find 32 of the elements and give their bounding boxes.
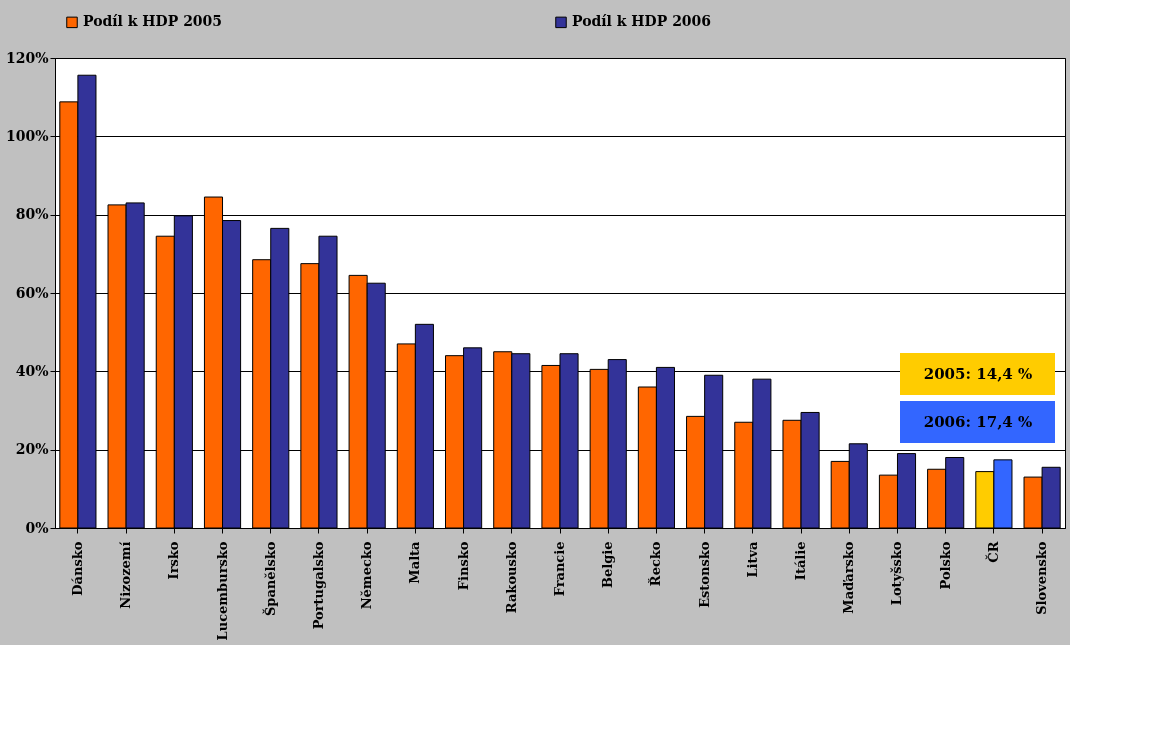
x-tick-label: Lotyšsko [889,541,905,606]
x-tick-label: Německo [359,541,375,610]
x-tick-label: Malta [407,540,423,584]
x-tick-label: Itálie [793,541,809,581]
y-tick-label: 100% [5,127,49,144]
y-tick-label: 60% [15,284,49,301]
annotation: 2005: 14,4 % [923,365,1033,383]
x-tick-label: Rakousko [503,541,519,614]
x-tick-label: Litva [744,540,760,578]
legend-label: Podíl k HDP 2006 [572,13,712,30]
y-tick-label: 20% [15,441,49,458]
x-tick-label: Nizozemí [118,541,134,609]
x-tick-label: Řecko [648,541,664,587]
x-tick-label: Maďarsko [841,541,857,614]
x-tick-label: ČR [984,541,1001,563]
x-tick-label: Belgie [600,541,616,588]
x-tick-label: Portugalsko [310,541,326,630]
x-tick-label: Lucembursko [214,541,230,641]
y-tick-label: 0% [25,519,49,536]
x-tick-label: Polsko [937,541,953,590]
x-tick-label: Španělsko [261,541,278,617]
annotation: 2006: 17,4 % [923,413,1033,431]
x-tick-label: Dánsko [69,541,85,596]
y-tick-label: 80% [15,206,49,223]
x-tick-label: Estonsko [696,541,712,608]
x-tick-label: Francie [552,541,567,597]
x-tick-label: Finsko [455,541,471,591]
x-tick-label: Slovensko [1034,541,1050,615]
legend-label: Podíl k HDP 2005 [83,13,223,30]
x-tick-label: Irsko [166,541,182,580]
y-tick-label: 40% [15,362,49,379]
y-tick-label: 120% [5,49,49,66]
